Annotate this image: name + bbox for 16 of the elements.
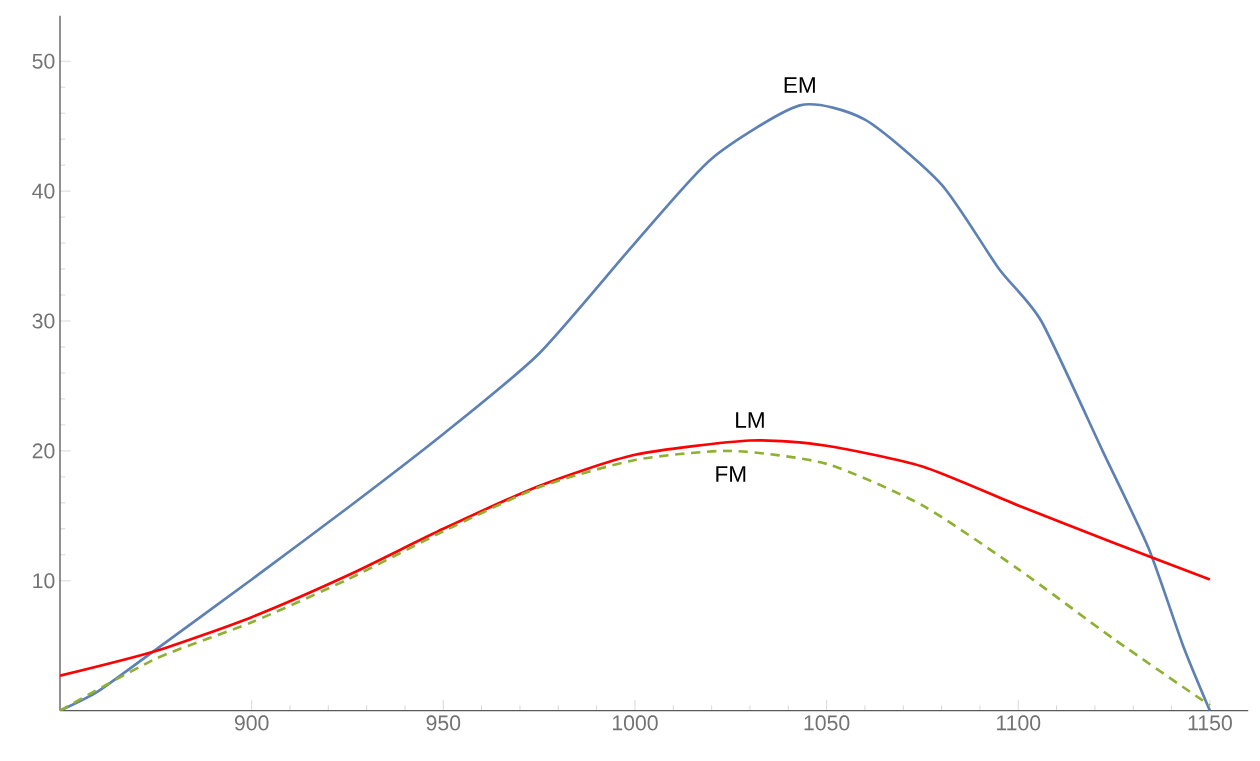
line-series (60, 438, 1212, 677)
y-tick-label: 20 (32, 443, 55, 459)
x-tick-label: 900 (234, 715, 269, 731)
line-series (60, 449, 1212, 711)
y-tick-label: 40 (32, 183, 55, 199)
x-tick-label: 1100 (997, 715, 1041, 731)
series-label: EM (784, 77, 815, 93)
x-tick-label: 1000 (612, 715, 658, 731)
y-tick-label: 10 (33, 573, 55, 589)
x-tick-label: 1050 (804, 715, 850, 731)
x-tick-label: 1150 (1188, 715, 1232, 731)
x-tick-label: 950 (426, 715, 461, 731)
y-tick-label: 50 (32, 53, 55, 69)
series-label: LM (736, 412, 764, 428)
series-label: FM (716, 466, 746, 482)
y-tick-label: 30 (32, 313, 55, 329)
